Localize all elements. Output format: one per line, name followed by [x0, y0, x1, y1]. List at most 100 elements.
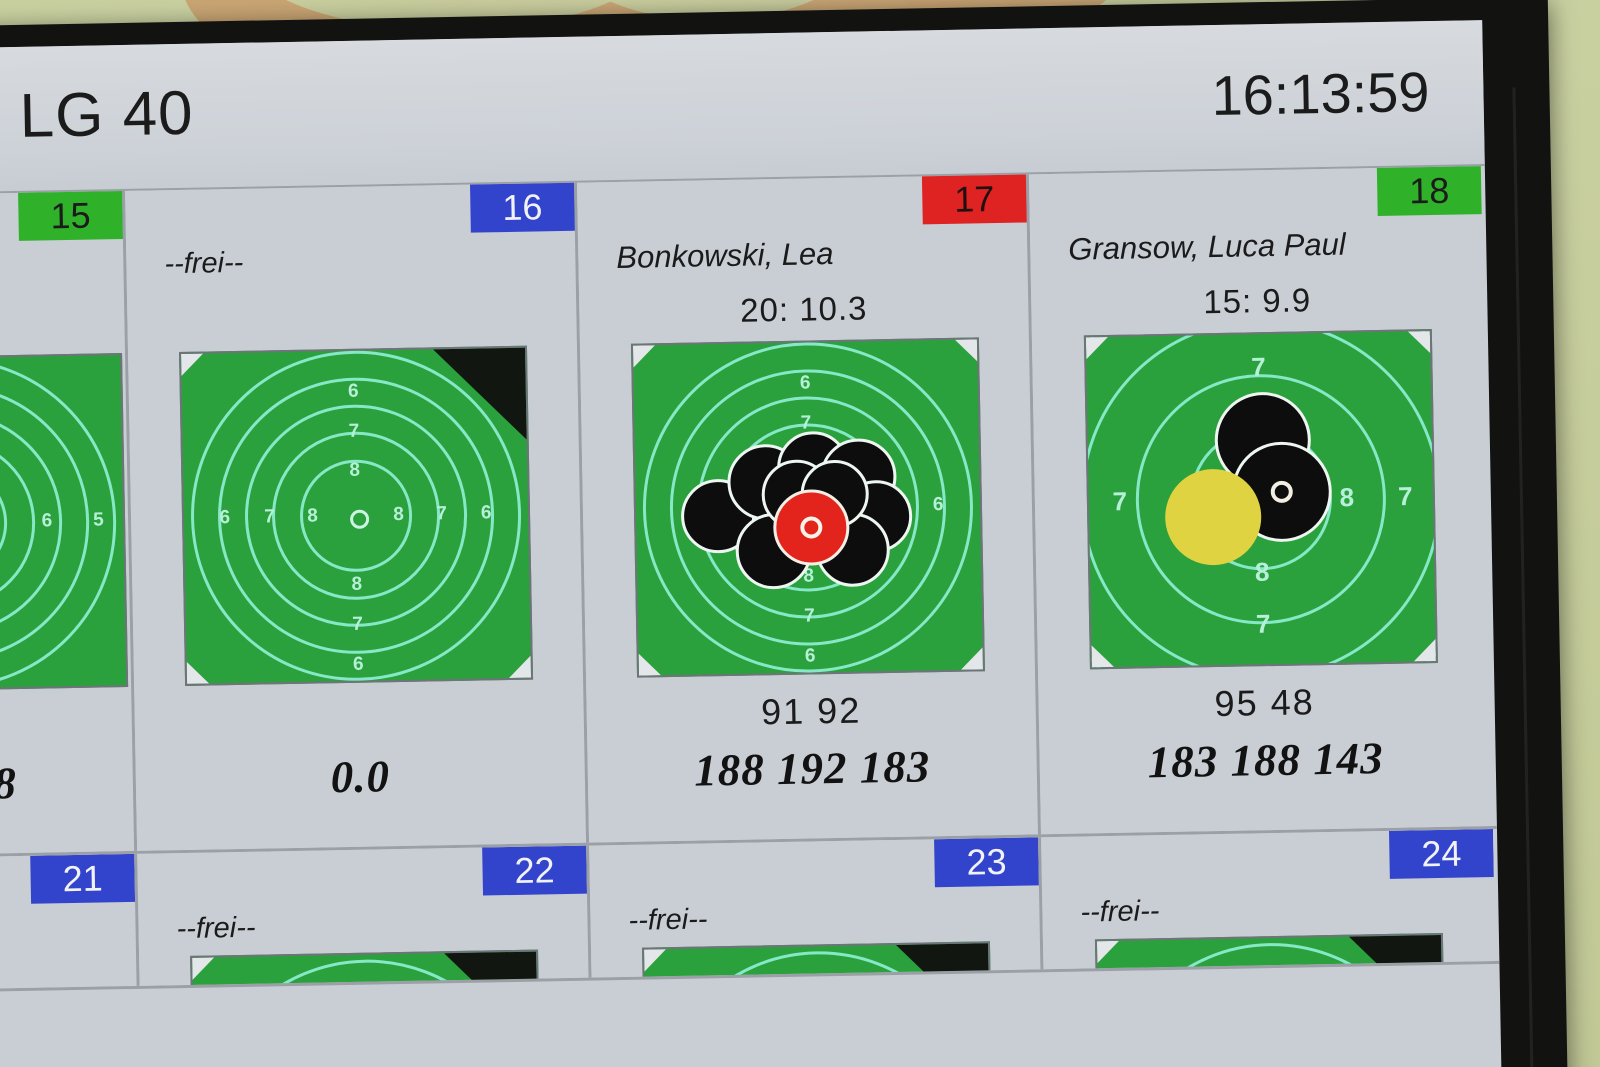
total-scores: 188 192 183 [693, 741, 931, 796]
shooter-name: --frei-- [628, 903, 708, 937]
target-corner-notch [1096, 940, 1120, 964]
lane-number-badge[interactable]: 24 [1388, 829, 1494, 879]
lane-panel-17[interactable]: 17 Bonkowski, Lea 20: 10.3 6 7 8 [576, 174, 1041, 843]
target-corner-notch [643, 949, 666, 972]
target-corner-notch [1407, 331, 1431, 354]
ring-label: 8 [1339, 481, 1355, 513]
shot-count-line: 20: 10.3 [739, 289, 868, 329]
scoreboard-screen: LG 40 16:13:59 15 [0, 20, 1502, 1067]
lane-row: 15 7 6 5 [0, 166, 1497, 857]
ring-label: 6 [932, 494, 944, 516]
lane-panel-22[interactable]: 22 --frei-- [137, 845, 592, 986]
shooter-name [28, 916, 29, 954]
ring-label: 7 [1255, 608, 1271, 640]
ring-label: 8 [351, 573, 363, 596]
total-scores: 0.0 [330, 751, 391, 803]
shooter-name: --frei-- [176, 911, 256, 946]
lane-number-badge[interactable]: 22 [482, 845, 588, 896]
target-corner-notch [180, 353, 203, 376]
lane-panel-18[interactable]: 18 Gransow, Luca Paul 15: 9.9 7 7 8 7 [1028, 166, 1493, 835]
target-graphic-wrap[interactable] [1094, 932, 1444, 970]
target-graphic-wrap[interactable] [189, 949, 539, 986]
page-title: LG 40 [19, 78, 195, 151]
shooter-name: Bonkowski, Lea [616, 235, 834, 275]
target-corner-notch [954, 339, 977, 362]
target-graphic-wrap[interactable]: 6 7 8 7 6 7 6 [630, 337, 985, 678]
lane-number-badge[interactable]: 15 [18, 191, 123, 241]
lane-panel-16[interactable]: 16 --frei-- 6 7 8 [125, 182, 590, 851]
lane-number-badge[interactable]: 18 [1376, 166, 1482, 217]
ring-label: 7 [803, 605, 815, 627]
target-graphic[interactable]: 6 7 8 8 7 6 6 7 8 8 7 6 [178, 345, 533, 686]
lane-panel-24[interactable]: 24 --frei-- [1041, 829, 1496, 970]
target-corner-dark [895, 943, 990, 978]
shooter-name: Gransow, Luca Paul [1067, 226, 1347, 267]
lane-panel-15[interactable]: 15 7 6 5 [0, 190, 138, 854]
target-corner-notch [1091, 644, 1114, 668]
ring-label: 7 [264, 506, 276, 528]
ring-label: 7 [1250, 351, 1266, 382]
target-corner-notch [186, 661, 209, 684]
ring-label: 6 [219, 507, 231, 529]
ring-label: 7 [348, 420, 360, 442]
target-graphic-wrap[interactable] [641, 941, 991, 978]
ring-label: 6 [347, 380, 359, 403]
ring-label: 7 [436, 503, 447, 525]
lane-row: 21 22 --frei-- [0, 828, 1500, 992]
lane-number-badge[interactable]: 16 [469, 182, 575, 233]
ring-label: 8 [307, 505, 319, 527]
target-graphic-wrap[interactable]: 7 7 8 7 8 7 [1083, 329, 1438, 670]
target-corner-notch [1085, 336, 1109, 360]
ring-label: 6 [804, 644, 816, 667]
bezel-highlight [1512, 87, 1534, 1067]
ring-label: 7 [1112, 486, 1128, 517]
lane-number-badge[interactable]: 17 [921, 174, 1027, 225]
target-corner-notch [638, 653, 661, 676]
ring-label: 6 [41, 510, 53, 532]
ring-label: 7 [352, 613, 364, 635]
shot-center-ring [1270, 481, 1293, 504]
series-scores: 91 92 [760, 689, 862, 733]
target-graphic[interactable]: 6 7 8 7 6 7 6 [630, 337, 985, 678]
target-corner-dark [443, 951, 538, 986]
lane-number-badge[interactable]: 23 [934, 837, 1039, 888]
ring-label: 6 [799, 372, 811, 394]
target-graphic-wrap[interactable]: 7 6 5 [0, 353, 128, 694]
clock-display: 16:13:59 [1210, 60, 1431, 128]
target-graphic[interactable] [1094, 932, 1444, 970]
shooter-name: --frei-- [164, 246, 244, 281]
ring-label: 8 [1254, 556, 1270, 587]
target-graphic[interactable] [641, 941, 991, 978]
target-graphic[interactable]: 7 7 8 7 8 7 [1083, 329, 1438, 670]
target-graphic-wrap[interactable]: 6 7 8 8 7 6 6 7 8 8 7 6 [178, 345, 533, 686]
target-graphic[interactable] [189, 949, 539, 986]
target-corner-dark [1348, 934, 1443, 970]
total-scores: 08 [0, 758, 18, 809]
target-corner-notch [1413, 639, 1436, 662]
ring-label: 5 [93, 509, 104, 531]
target-corner-notch [191, 957, 215, 980]
ring-label: 8 [349, 460, 361, 482]
shooter-name: --frei-- [1080, 895, 1160, 929]
target-center-dot [349, 509, 369, 529]
target-corner-notch [632, 345, 655, 368]
ring-label: 6 [352, 653, 364, 675]
ring-label: 8 [393, 503, 405, 526]
lane-number-badge[interactable]: 21 [30, 853, 136, 904]
total-scores: 183 188 143 [1147, 733, 1385, 788]
series-scores: 95 48 [1214, 681, 1316, 725]
shooter-name [16, 251, 17, 289]
shot-center-ring [800, 516, 823, 539]
target-corner-notch [960, 647, 983, 670]
ring-label: 6 [480, 502, 492, 524]
target-graphic[interactable]: 7 6 5 [0, 353, 128, 694]
lane-panel-23[interactable]: 23 --frei-- [589, 837, 1044, 978]
lane-panel-21[interactable]: 21 [0, 853, 140, 989]
target-corner-notch [508, 655, 531, 679]
header-bar: LG 40 16:13:59 [0, 20, 1485, 194]
ring-label: 7 [1397, 480, 1413, 512]
shot-count-line: 15: 9.9 [1202, 281, 1312, 321]
target-corner-dark [432, 347, 527, 442]
